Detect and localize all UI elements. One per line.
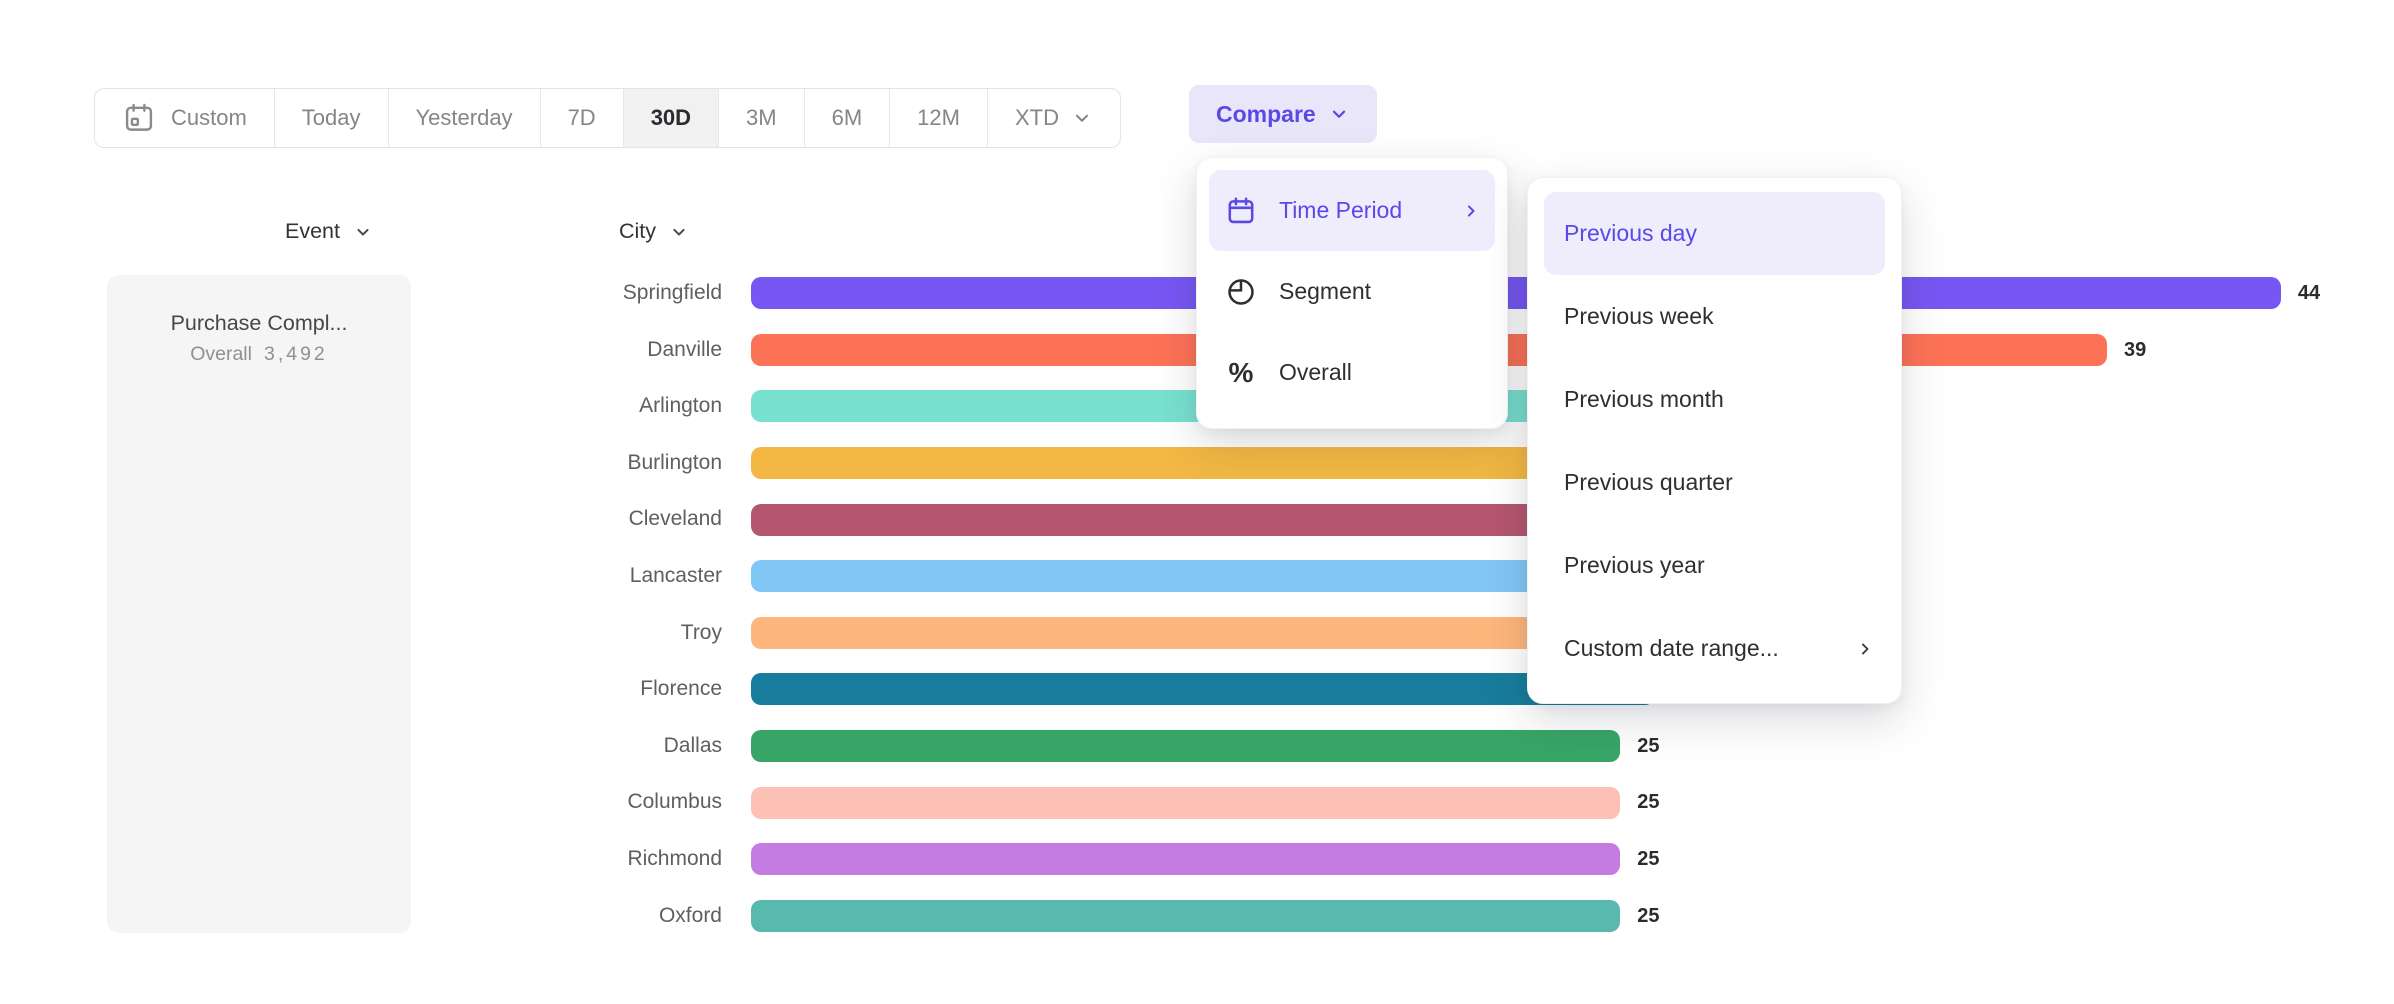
date-range-12m[interactable]: 12M (889, 89, 987, 147)
city-label: Burlington (627, 450, 722, 474)
bar-value-label: 44 (2297, 282, 2321, 304)
bar-value-label: 39 (2124, 338, 2147, 361)
city-label: Cleveland (628, 507, 722, 531)
chart-row-cleveland: Cleveland (0, 491, 2394, 548)
bar-columbus[interactable] (751, 786, 1621, 819)
date-range-today[interactable]: Today (273, 89, 388, 147)
chart-row-troy: Troy (0, 605, 2394, 662)
event-column-header[interactable]: Event (285, 219, 373, 244)
city-label: Richmond (627, 846, 722, 870)
chart-row-richmond: Richmond 25 (0, 831, 2394, 888)
city-label: Danville (647, 337, 722, 361)
bar-dallas[interactable] (751, 730, 1621, 763)
date-range-toolbar: Custom Today Yesterday 7D 30D 3M 6M 12M … (94, 88, 1121, 148)
date-range-custom[interactable]: Custom (95, 89, 274, 147)
overall-label: Overall (190, 343, 252, 365)
city-label: Oxford (658, 903, 722, 927)
event-overall-row: Overall 3,492 (107, 343, 411, 366)
event-title: Purchase Compl... (170, 311, 348, 335)
city-label: Dallas (663, 733, 722, 757)
calendar-icon (1225, 195, 1257, 227)
bar-oxford[interactable] (751, 899, 1621, 932)
city-label: Florence (640, 677, 722, 701)
submenu-item-previous-week[interactable]: Previous week (1564, 303, 1714, 329)
date-range-30d[interactable]: 30D (622, 89, 719, 147)
date-range-xtd[interactable]: XTD (986, 89, 1120, 147)
overall-value: 3,492 (263, 343, 328, 365)
date-range-label: Custom (171, 105, 247, 130)
date-range-7d[interactable]: 7D (539, 89, 623, 147)
chevron-down-icon (1332, 110, 1345, 118)
bar-springfield[interactable] (751, 277, 2281, 310)
submenu-item-previous-quarter[interactable]: Previous quarter (1564, 469, 1733, 495)
calendar-icon (125, 103, 153, 131)
city-label: Arlington (639, 394, 722, 418)
date-range-yesterday[interactable]: Yesterday (387, 89, 540, 147)
city-label: Springfield (622, 281, 722, 304)
chevron-down-icon (673, 228, 685, 235)
submenu-item-previous-month[interactable]: Previous month (1564, 386, 1724, 412)
bar-value-label: 25 (1637, 791, 1660, 814)
segment-icon (1225, 276, 1257, 308)
menu-item-overall[interactable]: % Overall (1209, 332, 1495, 413)
chart-row-florence: Florence (0, 661, 2394, 718)
percent-icon: % (1228, 356, 1254, 388)
date-range-3m[interactable]: 3M (718, 89, 804, 147)
chart-row-burlington: Burlington (0, 435, 2394, 492)
event-card[interactable]: Purchase Compl... Overall 3,492 (107, 275, 411, 933)
submenu-item-previous-day[interactable]: Previous day (1544, 192, 1885, 275)
city-label: Troy (680, 620, 722, 644)
city-column-header[interactable]: City (619, 219, 689, 244)
submenu-item-custom-date-range[interactable]: Custom date range... (1544, 607, 1885, 690)
time-period-submenu: Previous day Previous week Previous mont… (1527, 177, 1902, 704)
chart-row-dallas: Dallas 25 (0, 718, 2394, 775)
chart-row-oxford: Oxford 25 (0, 888, 2394, 945)
bar-value-label: 25 (1637, 847, 1660, 870)
chart-row-springfield: Springfield 44 (0, 265, 2394, 322)
chevron-right-icon (1467, 204, 1475, 217)
bar-value-label: 25 (1637, 904, 1660, 927)
bar-value-label: 25 (1637, 734, 1660, 757)
compare-button[interactable]: Compare (1189, 85, 1377, 143)
menu-item-time-period[interactable]: Time Period (1209, 170, 1495, 251)
chevron-down-icon (357, 228, 369, 235)
chart-row-lancaster: Lancaster (0, 548, 2394, 605)
chevron-right-icon (1862, 643, 1869, 654)
chart-row-columbus: Columbus 25 (0, 774, 2394, 831)
bar-richmond[interactable] (751, 843, 1621, 876)
submenu-item-previous-year[interactable]: Previous year (1564, 552, 1705, 578)
city-label: Columbus (627, 790, 722, 814)
menu-item-segment[interactable]: Segment (1209, 251, 1495, 332)
compare-dropdown-menu: Time Period Segment % Overall (1196, 157, 1508, 429)
city-label: Lancaster (629, 563, 722, 587)
bar-florence[interactable] (751, 673, 1656, 706)
chevron-down-icon (1075, 114, 1089, 122)
date-range-6m[interactable]: 6M (803, 89, 890, 147)
